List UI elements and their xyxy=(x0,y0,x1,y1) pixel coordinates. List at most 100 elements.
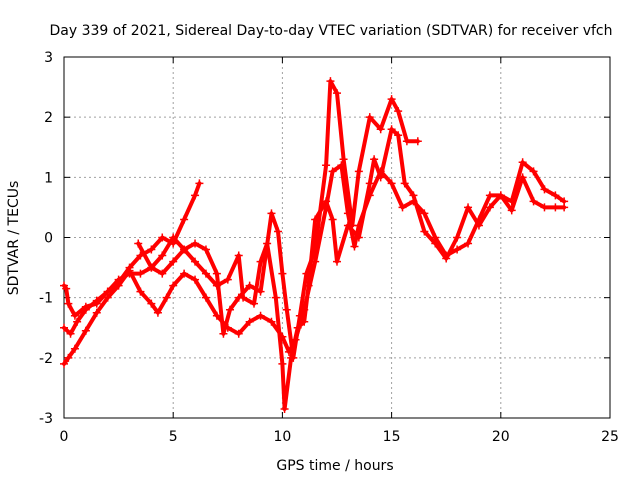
y-tick-label: 3 xyxy=(44,50,53,66)
data-point xyxy=(64,299,73,308)
data-point xyxy=(66,329,75,338)
data-point xyxy=(560,203,569,212)
chart-title: Day 339 of 2021, Sidereal Day-to-day VTE… xyxy=(49,23,612,39)
data-point xyxy=(370,155,379,164)
data-point xyxy=(295,311,304,320)
data-point xyxy=(551,191,560,200)
y-tick-label: -2 xyxy=(39,351,53,367)
data-point xyxy=(442,254,451,263)
data-point xyxy=(278,269,287,278)
data-point xyxy=(289,353,298,362)
data-point xyxy=(485,203,494,212)
y-tick-label: 0 xyxy=(44,231,53,247)
data-point xyxy=(81,305,90,314)
data-point xyxy=(333,257,341,266)
data-point xyxy=(322,161,331,170)
data-point xyxy=(376,125,385,134)
data-point xyxy=(234,329,243,338)
data-point xyxy=(328,167,337,176)
data-point xyxy=(376,173,385,182)
x-tick-label: 20 xyxy=(492,429,510,445)
x-tick-label: 15 xyxy=(383,429,401,445)
data-point xyxy=(64,353,73,362)
data-point xyxy=(267,317,276,326)
data-point xyxy=(394,131,403,140)
data-point xyxy=(413,137,422,146)
series-arc-4 xyxy=(134,77,422,362)
data-point xyxy=(158,269,167,278)
data-point xyxy=(365,113,374,122)
series-line xyxy=(62,181,202,318)
data-point xyxy=(518,158,527,167)
data-point xyxy=(158,233,167,242)
data-point xyxy=(274,227,283,236)
y-tick-label: 2 xyxy=(44,110,53,126)
data-point xyxy=(271,293,280,302)
data-point xyxy=(518,173,527,182)
data-point xyxy=(73,317,82,326)
data-point xyxy=(354,167,363,176)
data-point xyxy=(191,257,200,266)
data-point xyxy=(81,326,90,335)
data-point xyxy=(529,197,538,206)
data-point xyxy=(280,404,289,413)
data-point xyxy=(354,233,363,242)
data-point xyxy=(162,293,171,302)
data-point xyxy=(278,359,287,368)
data-point xyxy=(311,245,320,254)
data-point xyxy=(60,359,68,368)
data-point xyxy=(180,215,189,224)
data-point xyxy=(70,311,79,320)
data-marks xyxy=(60,77,569,413)
title-group: Day 339 of 2021, Sidereal Day-to-day VTE… xyxy=(49,23,612,39)
data-point xyxy=(485,191,494,200)
data-point xyxy=(256,311,265,320)
data-point xyxy=(398,203,407,212)
data-point xyxy=(169,257,178,266)
data-point xyxy=(147,245,156,254)
series-line xyxy=(62,160,567,366)
x-tick-label: 10 xyxy=(273,429,291,445)
data-point xyxy=(507,206,516,215)
data-point xyxy=(136,287,145,296)
data-point xyxy=(387,125,396,134)
data-point xyxy=(125,269,134,278)
data-point xyxy=(256,287,265,296)
data-point xyxy=(92,308,101,317)
y-tick-label: -3 xyxy=(39,411,53,427)
y-tick-label: -1 xyxy=(39,291,53,307)
data-point xyxy=(158,251,167,260)
data-point xyxy=(387,179,396,188)
data-point xyxy=(245,281,254,290)
data-point xyxy=(348,221,357,230)
data-point xyxy=(551,203,560,212)
data-point xyxy=(394,107,403,116)
y-tick-label: 1 xyxy=(44,170,53,186)
data-point xyxy=(169,233,178,242)
data-point xyxy=(302,269,311,278)
data-point xyxy=(234,251,243,260)
data-point xyxy=(464,203,473,212)
data-point xyxy=(169,281,178,290)
data-point xyxy=(540,203,549,212)
data-point xyxy=(201,293,210,302)
data-point xyxy=(267,209,276,218)
data-point xyxy=(540,185,549,194)
data-point xyxy=(191,239,200,248)
data-point xyxy=(223,275,232,284)
data-point xyxy=(136,269,145,278)
series-line xyxy=(62,127,567,411)
data-point xyxy=(453,233,462,242)
data-point xyxy=(350,242,359,251)
data-point xyxy=(219,329,228,338)
data-point xyxy=(431,239,440,248)
data-point xyxy=(92,296,101,305)
data-point xyxy=(225,305,234,314)
data-point xyxy=(282,305,291,314)
data-point xyxy=(153,308,162,317)
data-point xyxy=(201,269,210,278)
data-point xyxy=(365,179,374,188)
data-point xyxy=(147,263,156,272)
data-point xyxy=(245,317,254,326)
